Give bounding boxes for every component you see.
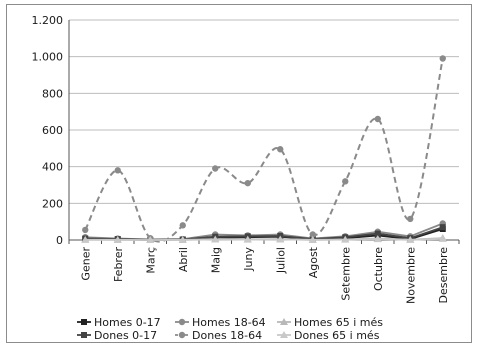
- y-tick-label: 400: [42, 161, 63, 174]
- y-tick-label: 800: [42, 87, 63, 100]
- data-point: [439, 224, 446, 231]
- x-tick-label: Setembre: [339, 247, 352, 301]
- data-point: [438, 234, 447, 242]
- data-point: [374, 230, 381, 237]
- legend-entry: Dones 0-17: [77, 329, 157, 342]
- series-layer: [81, 55, 447, 243]
- y-tick-label: 1.200: [32, 14, 64, 27]
- data-point: [244, 179, 251, 187]
- legend-entry: Homes 65 i més: [277, 316, 383, 329]
- y-tick-label: 600: [42, 124, 63, 137]
- x-tick-label: Juny: [242, 247, 255, 272]
- x-tick-label: Novembre: [404, 247, 417, 304]
- data-point: [406, 235, 415, 243]
- data-point: [243, 235, 252, 243]
- legend-marker: [280, 318, 288, 325]
- legend-marker: [280, 331, 288, 338]
- legend-entry: Dones 65 i més: [277, 329, 380, 342]
- data-point: [342, 178, 349, 185]
- data-point: [113, 235, 122, 243]
- data-point: [146, 236, 155, 243]
- data-point: [277, 146, 284, 153]
- legend-marker: [178, 331, 186, 339]
- series-dones-18-64: [82, 55, 446, 243]
- series-line: [85, 238, 443, 241]
- legend-entry: Dones 18-64: [175, 329, 262, 342]
- legend-label: Homes 65 i més: [294, 316, 383, 329]
- x-tick-label: Maig: [209, 247, 222, 273]
- data-point: [439, 55, 446, 62]
- data-point: [179, 222, 186, 229]
- line-chart: 0 200 400 600 800 1.000 1.200 Gener Febrer Març A…: [32, 14, 460, 342]
- x-tick-label: Octubre: [372, 247, 385, 291]
- x-tick-label: Abril: [177, 247, 190, 272]
- series-dones-65-i-m-s: [81, 234, 447, 243]
- legend-label: Dones 65 i més: [294, 329, 380, 342]
- legend-entry: Homes 0-17: [77, 316, 161, 329]
- data-point: [373, 235, 382, 243]
- data-point: [374, 115, 381, 123]
- x-tick-label: Agost: [307, 246, 320, 278]
- data-point: [114, 167, 121, 174]
- gridlines: [69, 19, 459, 241]
- legend-marker: [178, 318, 186, 326]
- x-tick-label: Desembre: [437, 247, 450, 304]
- legend: Homes 0-17 Homes 18-64 Homes 65 i mésDones…: [77, 316, 383, 342]
- data-point: [276, 235, 285, 243]
- data-point: [308, 235, 317, 243]
- series-line: [84, 58, 444, 243]
- data-point: [211, 235, 220, 243]
- data-point: [178, 235, 187, 243]
- x-tick-label: Març: [144, 247, 157, 274]
- chart-frame: 0 200 400 600 800 1.000 1.200 Gener Febrer Març A…: [6, 4, 472, 343]
- x-axis: Gener Febrer Març Abril Maig Juny Juliol Agost S…: [68, 239, 460, 304]
- legend-entry: Homes 18-64: [175, 316, 266, 329]
- legend-marker: [81, 319, 87, 325]
- legend-marker: [81, 332, 87, 338]
- data-point: [309, 231, 316, 238]
- data-point: [82, 226, 89, 234]
- legend-label: Dones 0-17: [94, 329, 157, 342]
- data-point: [341, 235, 350, 243]
- x-tick-label: Gener: [79, 247, 92, 281]
- x-tick-label: Febrer: [112, 247, 125, 283]
- y-tick-label: 0: [56, 234, 63, 247]
- y-tick-label: 200: [42, 197, 63, 210]
- legend-label: Homes 0-17: [94, 316, 161, 329]
- data-point: [81, 235, 90, 243]
- legend-label: Homes 18-64: [192, 316, 266, 329]
- legend-label: Dones 18-64: [192, 329, 262, 342]
- data-point: [407, 215, 414, 223]
- y-axis: 0 200 400 600 800 1.000 1.200: [32, 14, 70, 247]
- x-tick-label: Juliol: [274, 247, 287, 274]
- data-point: [212, 165, 219, 172]
- y-tick-label: 1.000: [32, 51, 64, 64]
